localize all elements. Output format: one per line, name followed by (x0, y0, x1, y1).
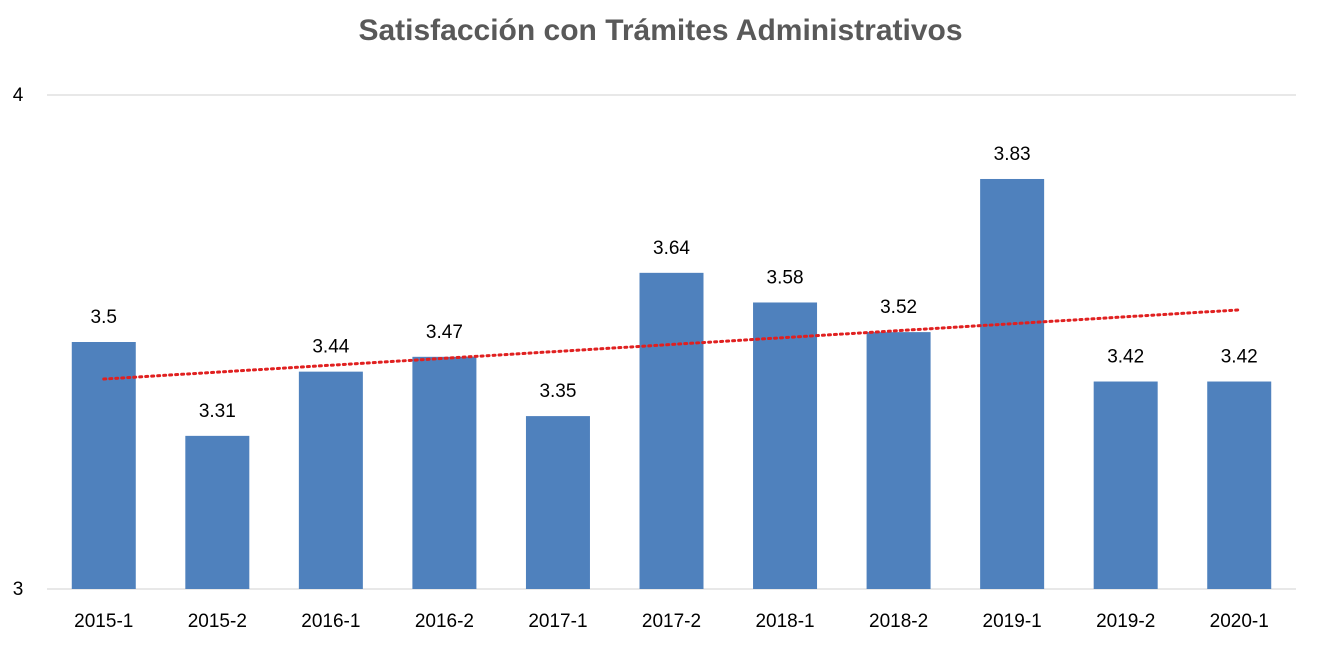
x-tick-label: 2018-1 (755, 611, 814, 632)
data-label: 3.52 (880, 297, 917, 318)
bar (753, 302, 818, 589)
bar (1093, 381, 1158, 589)
x-tick-label: 2019-1 (983, 611, 1042, 632)
trendline (102, 308, 1241, 381)
data-label: 3.44 (312, 337, 349, 358)
x-tick-label: 2015-1 (74, 611, 133, 632)
data-label: 3.42 (1221, 347, 1258, 368)
y-tick-label: 3 (13, 579, 24, 600)
data-label: 3.42 (1107, 347, 1144, 368)
x-tick-label: 2018-2 (869, 611, 928, 632)
data-label: 3.47 (426, 322, 463, 343)
bar (71, 342, 136, 589)
chart-title: Satisfacción con Trámites Administrativo… (358, 14, 963, 47)
bar (525, 416, 590, 589)
x-tick-label: 2019-2 (1096, 611, 1155, 632)
bar (980, 178, 1045, 590)
data-label: 3.5 (91, 307, 117, 328)
x-tick-label: 2016-1 (301, 611, 360, 632)
data-label: 3.31 (199, 401, 236, 422)
data-label: 3.83 (994, 144, 1031, 165)
bar (1207, 381, 1272, 589)
bar (298, 371, 363, 589)
bar (866, 332, 931, 589)
x-tick-label: 2020-1 (1210, 611, 1269, 632)
data-label: 3.35 (539, 381, 576, 402)
data-label: 3.58 (767, 267, 804, 288)
x-tick-label: 2015-2 (188, 611, 247, 632)
x-tick-label: 2016-2 (415, 611, 474, 632)
x-tick-label: 2017-2 (642, 611, 701, 632)
bar (185, 435, 250, 589)
y-tick-label: 4 (13, 85, 24, 106)
data-label: 3.64 (653, 238, 690, 259)
x-tick-label: 2017-1 (528, 611, 587, 632)
bar (639, 272, 704, 589)
bar (412, 356, 477, 589)
